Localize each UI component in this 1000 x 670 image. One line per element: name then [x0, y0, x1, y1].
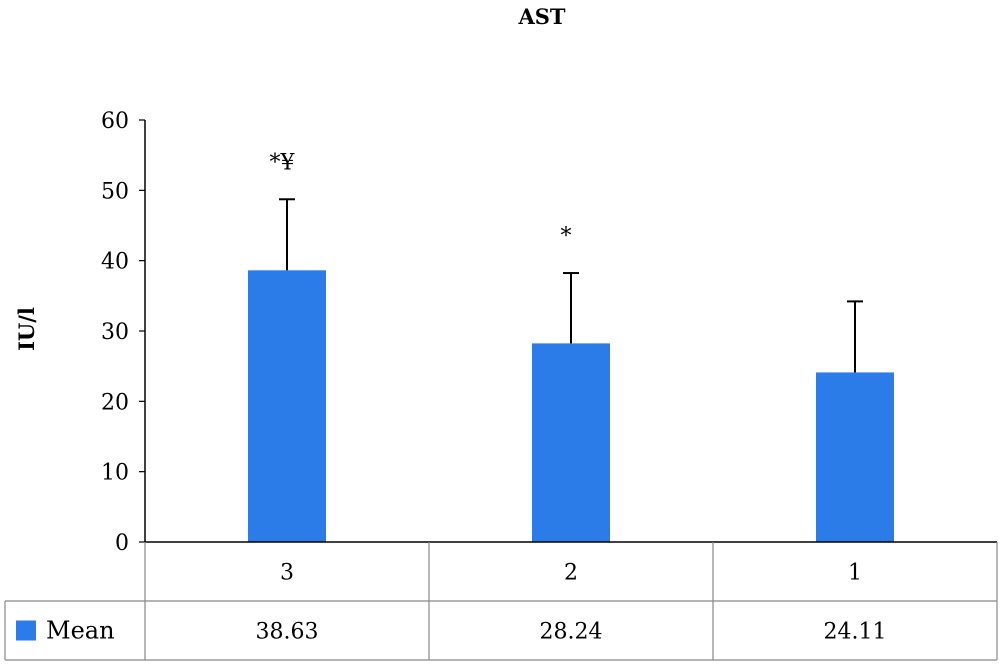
x-category-label: 1	[848, 561, 862, 586]
bar	[816, 372, 894, 542]
significance-annotation: *	[561, 224, 572, 249]
significance-annotation: *¥	[270, 150, 296, 175]
plot-area: 0 10 20 30 40 50 60 *¥ *	[101, 109, 894, 556]
chart-title: AST	[517, 4, 565, 29]
bar	[532, 343, 610, 542]
y-axis-label: IU/l	[14, 307, 39, 351]
y-tick-label: 60	[101, 109, 129, 134]
x-category-label: 3	[280, 561, 294, 586]
y-tick-label: 30	[101, 320, 129, 345]
data-table: 3 38.63 2 28.24 1 24.11 Mean	[4, 541, 998, 661]
y-tick-label: 20	[101, 390, 129, 415]
data-table-value: 24.11	[824, 620, 887, 645]
bar	[248, 270, 326, 542]
x-category-label: 2	[564, 561, 578, 586]
legend-swatch	[16, 620, 36, 641]
data-table-value: 38.63	[256, 620, 319, 645]
y-tick-label: 50	[101, 179, 129, 204]
y-tick-label: 10	[101, 461, 129, 486]
y-tick-label: 40	[101, 250, 129, 275]
y-tick-label: 0	[115, 531, 129, 556]
data-table-value: 28.24	[540, 620, 603, 645]
legend-label: Mean	[46, 617, 115, 645]
